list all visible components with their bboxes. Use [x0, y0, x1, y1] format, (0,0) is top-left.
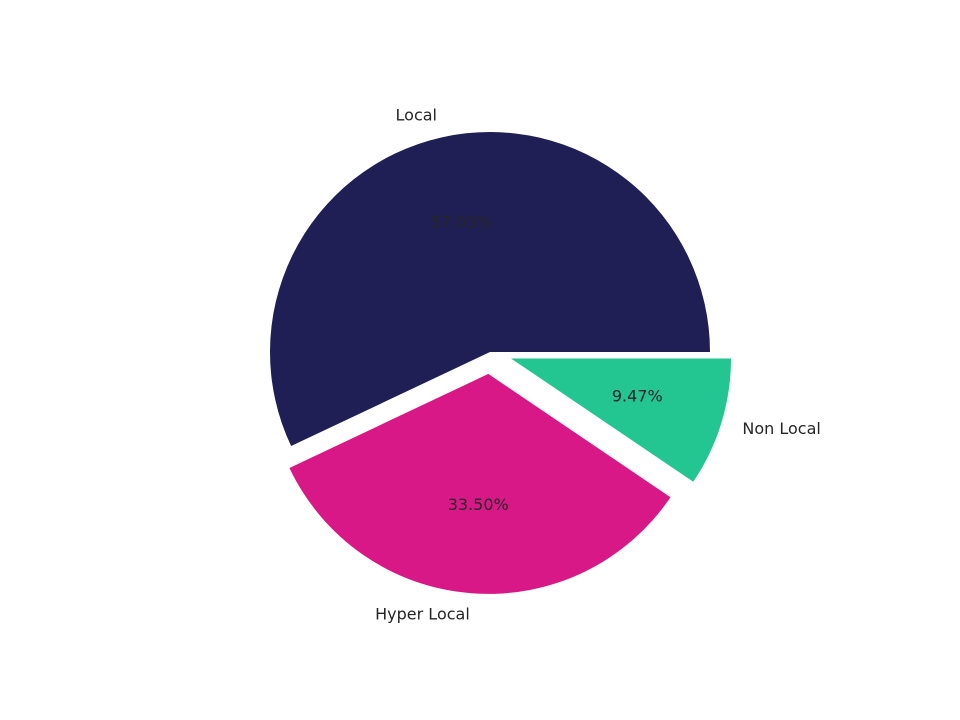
pie-slice: [511, 358, 732, 482]
pie-slice: [269, 131, 710, 447]
slice-label: Non Local: [742, 419, 820, 438]
value-label: 57.03%: [431, 213, 492, 232]
value-label: 9.47%: [612, 387, 663, 406]
slice-label: Hyper Local: [375, 605, 470, 624]
slice-label: Local: [396, 105, 437, 124]
pie-slice: [289, 373, 671, 594]
value-label: 33.50%: [448, 495, 509, 514]
